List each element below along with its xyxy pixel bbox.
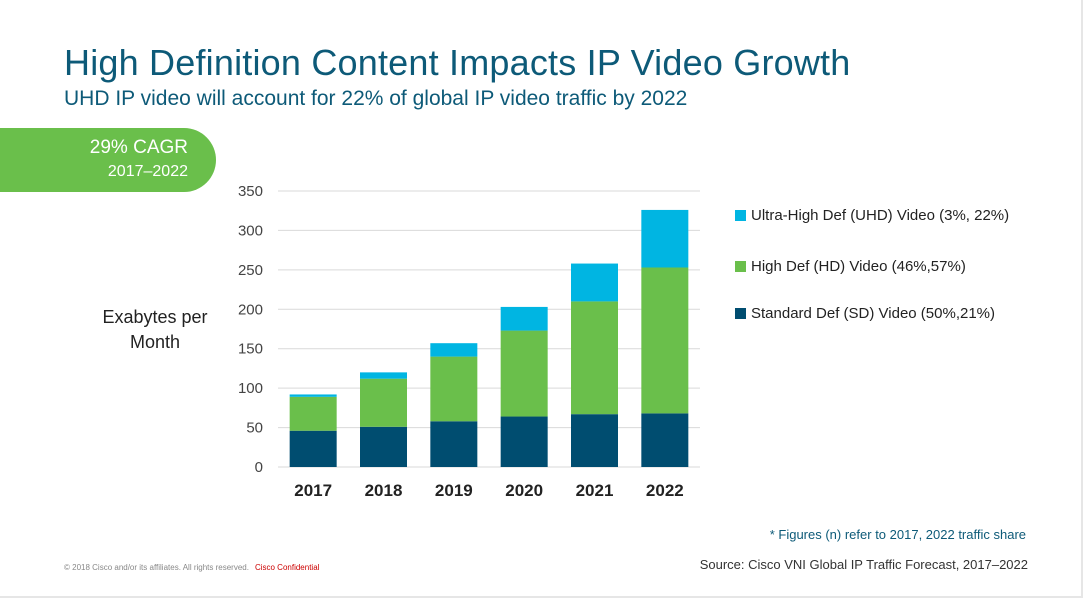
y-axis-title: Exabytes per Month xyxy=(102,307,208,352)
cagr-badge: 29% CAGR 2017–2022 xyxy=(0,128,216,192)
copyright-notice: © 2018 Cisco and/or its affiliates. All … xyxy=(64,563,319,572)
legend-label: Standard Def (SD) Video (50%,21%) xyxy=(751,305,996,322)
legend-swatch xyxy=(735,210,746,221)
bar-segment xyxy=(500,330,548,417)
legend-swatch xyxy=(735,261,746,272)
bar-segment xyxy=(360,372,407,379)
x-tick-label: 2019 xyxy=(435,481,473,500)
y-tick-label: 50 xyxy=(246,420,263,437)
y-tick-label: 150 xyxy=(238,341,263,358)
bar-segment xyxy=(500,306,548,331)
bar-segment xyxy=(571,414,618,467)
y-tick-label: 100 xyxy=(238,380,263,397)
x-tick-label: 2021 xyxy=(576,481,614,500)
confidential-label: Cisco Confidential xyxy=(254,563,320,572)
bar-segment xyxy=(641,267,689,414)
bar-segment xyxy=(571,263,618,302)
bar-segment xyxy=(360,426,407,467)
bar-segment xyxy=(430,421,478,467)
y-tick-label: 200 xyxy=(238,301,263,318)
bar-segment xyxy=(430,356,478,422)
slide-title: High Definition Content Impacts IP Video… xyxy=(64,42,851,83)
footnote: * Figures (n) refer to 2017, 2022 traffi… xyxy=(769,527,1026,542)
legend-label: Ultra-High Def (UHD) Video (3%, 22%) xyxy=(751,207,1010,224)
slide-subtitle: UHD IP video will account for 22% of glo… xyxy=(64,87,688,110)
bar-segment xyxy=(641,209,689,268)
bar-segment xyxy=(289,396,337,431)
legend-swatch xyxy=(735,308,746,319)
bar-segment xyxy=(571,301,618,415)
legend-item: Ultra-High Def (UHD) Video (3%, 22%) xyxy=(735,206,1009,226)
y-tick-label: 0 xyxy=(255,459,263,476)
bar-segment xyxy=(641,413,689,467)
x-tick-label: 2020 xyxy=(505,481,543,500)
bar-segment xyxy=(289,430,337,467)
legend-item: Standard Def (SD) Video (50%,21%) xyxy=(735,304,995,324)
legend-item: High Def (HD) Video (46%,57%) xyxy=(735,257,966,277)
y-tick-label: 300 xyxy=(238,222,263,239)
copyright-text: © 2018 Cisco and/or its affiliates. All … xyxy=(64,563,249,572)
y-tick-label: 350 xyxy=(238,183,263,200)
cagr-rate: 29% CAGR xyxy=(89,137,188,158)
legend-label: High Def (HD) Video (46%,57%) xyxy=(751,258,966,275)
cagr-period: 2017–2022 xyxy=(107,163,188,180)
y-tick-label: 250 xyxy=(238,262,263,279)
x-tick-label: 2022 xyxy=(646,481,684,500)
x-tick-label: 2017 xyxy=(294,481,332,500)
source-note: Source: Cisco VNI Global IP Traffic Fore… xyxy=(699,557,1028,572)
x-tick-label: 2018 xyxy=(365,481,403,500)
bar-segment xyxy=(430,343,478,357)
bar-segment xyxy=(360,378,407,427)
bar-segment xyxy=(500,416,548,467)
bar-segment xyxy=(289,394,337,397)
